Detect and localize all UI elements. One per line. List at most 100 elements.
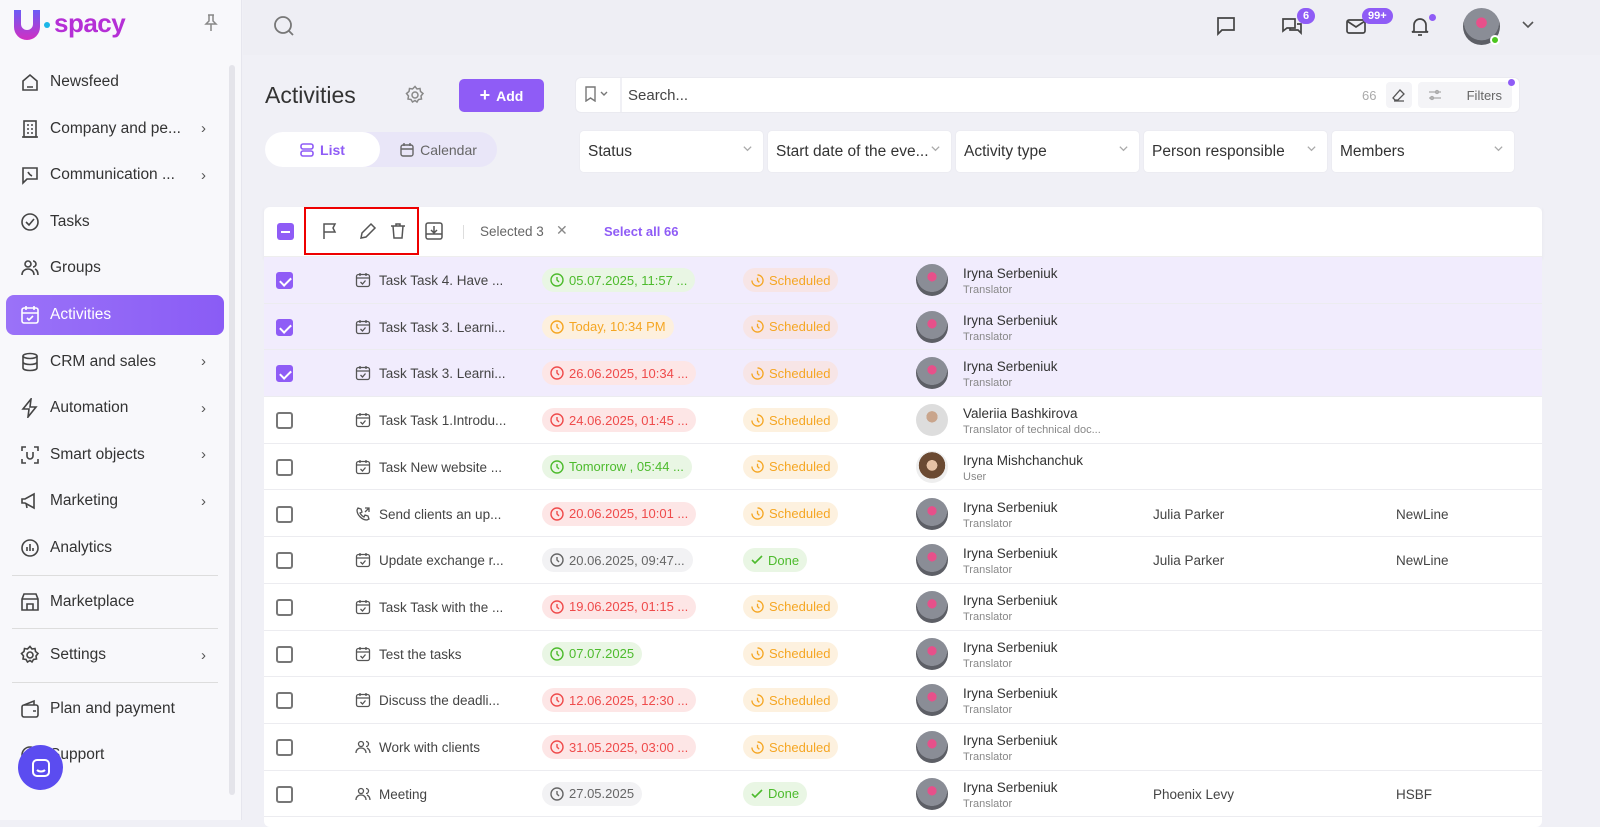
mail-icon[interactable] bbox=[1344, 14, 1368, 38]
table-row[interactable]: Discuss the deadli... 12.06.2025, 12:30 .… bbox=[264, 677, 1542, 724]
table-row[interactable]: Test the tasks 07.07.2025 Scheduled Iryna S… bbox=[264, 631, 1542, 678]
table-row[interactable]: Task New website ... Tomorrow , 05:44 ...… bbox=[264, 444, 1542, 491]
clear-selection-icon[interactable]: ✕ bbox=[556, 222, 568, 238]
sidebar-item-marketplace[interactable]: Marketplace bbox=[6, 582, 224, 622]
contact-name[interactable]: Julia Parker bbox=[1153, 553, 1225, 569]
table-row[interactable]: Task Task 3. Learni... 26.06.2025, 10:34 … bbox=[264, 350, 1542, 398]
company-name[interactable]: NewLine bbox=[1396, 553, 1449, 569]
row-checkbox[interactable] bbox=[276, 785, 293, 803]
person-name[interactable]: Iryna Serbeniuk bbox=[963, 686, 1058, 702]
sidebar-item-newsfeed[interactable]: Newsfeed bbox=[6, 62, 224, 102]
activity-name[interactable]: Task Task with the ... bbox=[379, 599, 504, 615]
table-row[interactable]: Work with clients 31.05.2025, 03:00 ... Sc… bbox=[264, 724, 1542, 771]
support-chat-button[interactable] bbox=[18, 745, 63, 790]
row-checkbox[interactable] bbox=[276, 692, 293, 710]
search-input[interactable] bbox=[628, 82, 1328, 108]
row-checkbox[interactable] bbox=[276, 645, 293, 663]
person-name[interactable]: Iryna Serbeniuk bbox=[963, 266, 1058, 281]
sidebar-item-company-and-pe[interactable]: Company and pe... › bbox=[6, 109, 224, 149]
sidebar-item-communication[interactable]: Communication ... › bbox=[6, 155, 224, 195]
person-name[interactable]: Iryna Serbeniuk bbox=[963, 359, 1058, 375]
bell-icon[interactable] bbox=[1408, 14, 1432, 38]
person-name[interactable]: Iryna Mishchanchuk bbox=[963, 452, 1084, 468]
row-checkbox[interactable] bbox=[276, 505, 293, 523]
table-row[interactable]: Task Task 1.Introdu... 24.06.2025, 01:45 … bbox=[264, 397, 1542, 444]
sidebar-scrollbar[interactable] bbox=[229, 65, 235, 795]
flag-icon[interactable] bbox=[320, 221, 340, 241]
activity-name[interactable]: Task Task 3. Learni... bbox=[379, 319, 506, 335]
contact-name[interactable]: Julia Parker bbox=[1153, 506, 1225, 522]
contact-name[interactable]: Phoenix Levy bbox=[1153, 786, 1235, 802]
activity-name[interactable]: Task New website ... bbox=[379, 459, 503, 475]
sidebar-item-automation[interactable]: Automation › bbox=[6, 388, 224, 428]
filter-select-3[interactable]: Person responsible bbox=[1144, 131, 1327, 172]
sidebar-item-analytics[interactable]: Analytics bbox=[6, 528, 224, 568]
logo[interactable]: spacy bbox=[14, 8, 126, 40]
row-checkbox[interactable] bbox=[276, 318, 293, 336]
row-checkbox[interactable] bbox=[276, 739, 293, 756]
tab-list[interactable]: List bbox=[265, 132, 380, 167]
row-checkbox[interactable] bbox=[276, 365, 293, 383]
person-name[interactable]: Iryna Serbeniuk bbox=[963, 733, 1058, 748]
activity-name[interactable]: Task Task 4. Have ... bbox=[379, 273, 504, 288]
filter-select-1[interactable]: Start date of the eve... bbox=[768, 131, 951, 172]
table-row[interactable]: Task Task 3. Learni... Today, 10:34 PM Sch… bbox=[264, 303, 1542, 351]
sidebar-item-activities[interactable]: Activities bbox=[6, 294, 224, 335]
row-checkbox[interactable] bbox=[276, 458, 293, 476]
sidebar-item-plan-and-payment[interactable]: Plan and payment bbox=[6, 689, 224, 729]
select-all-link[interactable]: Select all 66 bbox=[604, 224, 679, 239]
filter-select-0[interactable]: Status bbox=[580, 131, 763, 172]
filter-select-2[interactable]: Activity type bbox=[956, 131, 1139, 172]
person-name[interactable]: Valeriia Bashkirova bbox=[963, 406, 1078, 422]
filters-button[interactable]: Filters bbox=[1418, 79, 1515, 108]
row-checkbox[interactable] bbox=[276, 412, 293, 430]
trash-icon[interactable] bbox=[388, 221, 408, 241]
activity-name[interactable]: Discuss the deadli... bbox=[379, 693, 500, 709]
pin-icon[interactable] bbox=[204, 14, 218, 36]
person-name[interactable]: Iryna Serbeniuk bbox=[963, 499, 1058, 515]
activity-name[interactable]: Update exchange r... bbox=[379, 553, 504, 569]
chevron-down-icon[interactable] bbox=[1521, 17, 1535, 34]
activity-name[interactable]: Send clients an up... bbox=[379, 506, 502, 522]
chevron-down-icon bbox=[930, 143, 941, 157]
sidebar-item-groups[interactable]: Groups bbox=[6, 248, 224, 288]
row-checkbox[interactable] bbox=[276, 598, 293, 616]
company-name[interactable]: HSBF bbox=[1396, 786, 1433, 802]
add-button[interactable]: + Add bbox=[459, 79, 544, 112]
company-name[interactable]: NewLine bbox=[1396, 506, 1449, 522]
person-name[interactable]: Iryna Serbeniuk bbox=[963, 546, 1058, 562]
person-name[interactable]: Iryna Serbeniuk bbox=[963, 312, 1058, 328]
export-icon[interactable] bbox=[424, 221, 444, 241]
activity-name[interactable]: Test the tasks bbox=[379, 646, 462, 662]
table-row[interactable]: Task Task with the ... 19.06.2025, 01:15 … bbox=[264, 584, 1542, 631]
filter-select-4[interactable]: Members bbox=[1332, 131, 1514, 172]
table-row[interactable]: Task Task 4. Have ... 05.07.2025, 11:57 .… bbox=[264, 257, 1542, 304]
activity-name[interactable]: Meeting bbox=[379, 786, 428, 802]
gear-icon[interactable] bbox=[405, 85, 425, 108]
sidebar-item-smart-objects[interactable]: Smart objects › bbox=[6, 435, 224, 475]
message-icon[interactable] bbox=[1214, 14, 1238, 38]
bulk-actions-toolbar: Selected 3 ✕ Select all 66 bbox=[264, 207, 1542, 257]
row-checkbox[interactable] bbox=[276, 552, 293, 570]
person-name[interactable]: Iryna Serbeniuk bbox=[963, 592, 1058, 608]
eraser-icon[interactable] bbox=[1386, 82, 1412, 108]
tab-calendar[interactable]: Calendar bbox=[380, 132, 497, 167]
edit-pencil-icon[interactable] bbox=[358, 221, 378, 241]
person-name[interactable]: Iryna Serbeniuk bbox=[963, 779, 1058, 795]
sidebar-item-marketing[interactable]: Marketing › bbox=[6, 481, 224, 521]
sidebar-item-crm-and-sales[interactable]: CRM and sales › bbox=[6, 342, 224, 382]
activity-name[interactable]: Work with clients bbox=[379, 740, 481, 755]
search-icon[interactable] bbox=[272, 14, 296, 38]
row-checkbox[interactable] bbox=[276, 272, 293, 289]
table-row[interactable]: Update exchange r... 20.06.2025, 09:47...… bbox=[264, 537, 1542, 584]
table-row[interactable]: Send clients an up... 20.06.2025, 10:01 .… bbox=[264, 491, 1542, 538]
bookmark-dropdown[interactable] bbox=[584, 86, 612, 105]
table-row[interactable]: Meeting 27.05.2025 Done Iryna Serbeniuk Tran… bbox=[264, 771, 1542, 818]
person-name[interactable]: Iryna Serbeniuk bbox=[963, 639, 1058, 655]
chats-icon[interactable] bbox=[1280, 14, 1304, 38]
sidebar-item-tasks[interactable]: Tasks bbox=[6, 202, 224, 242]
activity-name[interactable]: Task Task 3. Learni... bbox=[379, 366, 506, 382]
select-all-checkbox[interactable] bbox=[277, 223, 294, 240]
activity-name[interactable]: Task Task 1.Introdu... bbox=[379, 413, 507, 429]
sidebar-item-settings[interactable]: Settings › bbox=[6, 635, 224, 675]
